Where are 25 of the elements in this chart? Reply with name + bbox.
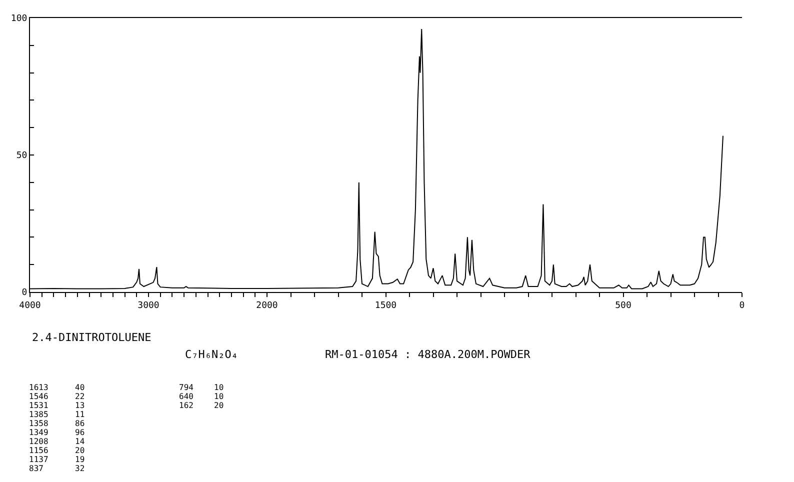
text: C₇H₆N₂O₄ <box>185 348 238 361</box>
text: 1613 40 <box>29 383 85 392</box>
text: 1137 19 <box>29 455 85 464</box>
x-tick-label: 1500 <box>374 300 397 311</box>
x-tick-label: 0 <box>739 300 745 311</box>
text: 1546 22 <box>29 392 85 401</box>
text: 1156 20 <box>29 446 85 455</box>
text: 1531 13 <box>29 401 85 410</box>
text: 794 10 <box>179 383 224 392</box>
text: 640 10 <box>179 392 224 401</box>
x-tick-label: 4000 <box>19 300 41 311</box>
text: 1208 14 <box>29 437 85 446</box>
y-tick-label: 50 <box>16 151 28 162</box>
x-tick-label: 2000 <box>256 300 278 311</box>
text: 1385 11 <box>29 410 85 419</box>
text: 1358 86 <box>29 419 85 428</box>
x-tick-label: 500 <box>615 300 632 311</box>
y-tick-label: 100 <box>10 14 28 24</box>
text: 837 32 <box>29 464 85 473</box>
text: 162 20 <box>179 401 224 410</box>
text: 2.4-DINITROTOLUENE <box>32 331 152 344</box>
y-tick-label: 0 <box>22 288 28 298</box>
text: 1349 96 <box>29 428 85 437</box>
x-tick-label: 3000 <box>138 300 160 311</box>
text: RM-01-01054 : 4880A.200M.POWDER <box>325 348 531 361</box>
